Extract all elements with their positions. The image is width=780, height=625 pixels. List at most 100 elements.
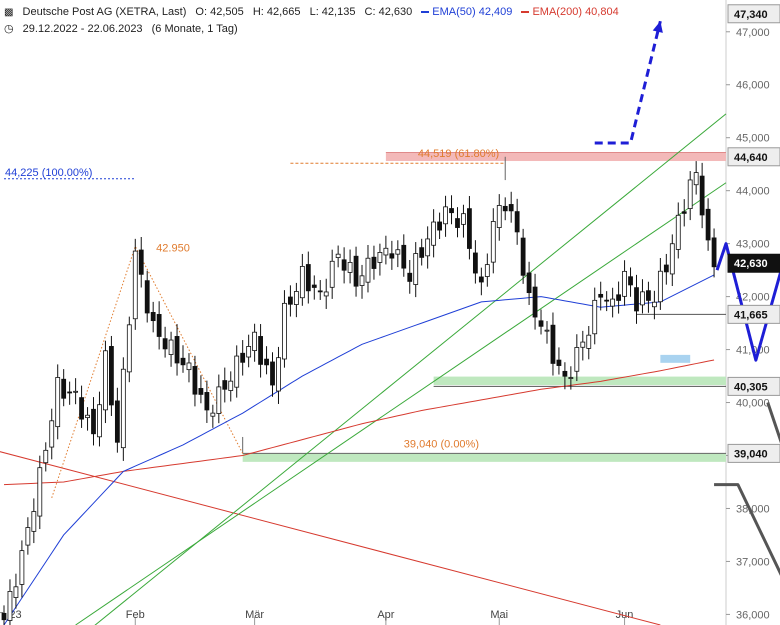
candle-body (562, 370, 568, 377)
y-tick-label: 42,000 (736, 292, 770, 304)
candle-body (180, 357, 186, 366)
high-value: H: 42,665 (252, 6, 301, 18)
candle-body (73, 390, 79, 393)
candle-body (120, 368, 126, 449)
candle-body (663, 264, 669, 273)
candle-body (311, 284, 317, 288)
candle-body (484, 264, 490, 277)
fib-0-label: 39,040 (0.00%) (404, 438, 479, 450)
clock-icon: ◷ (4, 23, 14, 35)
fib-100-label: 44,225 (100.00%) (5, 167, 92, 179)
x-tick-label: Apr (377, 609, 394, 621)
candle-body (198, 388, 204, 395)
candle-body (204, 392, 210, 411)
candle-body (293, 291, 299, 305)
candle-body (592, 299, 598, 335)
candle-body (1, 612, 7, 621)
candle-body (383, 247, 389, 256)
candle-body (586, 334, 592, 349)
candle-body (210, 412, 216, 417)
candle-body (138, 249, 144, 275)
level-box (727, 147, 780, 167)
candle-body (240, 352, 246, 363)
ema200-legend: EMA(200) 40,804 (521, 6, 619, 18)
level-box (727, 304, 780, 324)
candle-body (288, 296, 293, 305)
y-tick-label: 43,000 (736, 239, 770, 251)
level-box-label: 41,665 (734, 309, 768, 321)
candles (1, 161, 717, 625)
support-zone-upper (433, 376, 726, 386)
candle-body (467, 208, 472, 249)
candle-body (568, 377, 574, 379)
x-tick-label: Jun (616, 609, 634, 621)
candle-body (604, 299, 610, 302)
bearish-target-arrow (714, 483, 780, 576)
candle-body (449, 208, 454, 214)
candle-body (622, 270, 627, 297)
candle-body (67, 391, 73, 394)
level-box-label: 44,640 (734, 152, 768, 164)
candle-body (687, 179, 693, 210)
level-box-label: 40,305 (734, 381, 768, 393)
open-value: O: 42,505 (195, 6, 244, 18)
ema200-line (3, 359, 715, 486)
candle-body (472, 252, 478, 274)
candle-body (144, 280, 150, 314)
candle-body (669, 243, 675, 275)
candle-body (228, 380, 234, 391)
candle-body (258, 336, 263, 365)
candle-body (550, 324, 556, 364)
candle-body (150, 312, 156, 322)
candle-body (13, 586, 19, 598)
candle-body (544, 329, 550, 332)
candle-body (389, 253, 395, 259)
candle-body (335, 253, 341, 259)
candle-body (103, 350, 108, 411)
candle-body (371, 256, 377, 269)
candle-body (174, 336, 180, 364)
level-box (727, 443, 780, 463)
candle-body (419, 247, 425, 258)
level-box (727, 376, 780, 396)
candle-body (192, 366, 198, 395)
candle-body (699, 175, 705, 216)
candle-body (520, 237, 526, 276)
candle-body (329, 260, 335, 288)
candle-body (425, 238, 431, 257)
candle-body (85, 414, 90, 419)
period-label: (6 Monate, 1 Tag) (151, 23, 238, 35)
candle-body (514, 211, 520, 233)
y-tick-label: 40,000 (736, 398, 770, 410)
candle-body (132, 250, 138, 320)
candle-body (299, 266, 305, 299)
candle-body (616, 294, 621, 301)
candle-body (317, 290, 323, 293)
candle-body (323, 291, 329, 297)
x-tick-label: Mai (490, 609, 508, 621)
x-tick-label: Feb (126, 609, 145, 621)
candle-body (640, 291, 645, 306)
candle-body (556, 359, 562, 366)
candle-body (651, 301, 657, 308)
level-box-label: 47,340 (734, 9, 768, 21)
candle-body (377, 252, 383, 263)
candle-body (365, 257, 371, 283)
fib-618-label: 44,519 (61.80%) (418, 148, 499, 160)
date-range: 29.12.2022 - 22.06.2023 (22, 23, 143, 35)
candle-body (347, 262, 353, 273)
candle-body (574, 347, 580, 372)
chart-subheader: ◷ 29.12.2022 - 22.06.2023 (6 Monate, 1 T… (4, 22, 244, 35)
candle-body (252, 331, 258, 351)
candle-body (276, 357, 281, 392)
y-tick-label: 47,000 (736, 27, 770, 39)
ema50-legend: EMA(50) 42,409 (421, 6, 512, 18)
candle-body (461, 213, 466, 225)
candle-body (222, 380, 228, 390)
candle-body (437, 221, 442, 231)
level-box (727, 4, 780, 24)
candle-body (126, 324, 132, 373)
green-trendline-lower (75, 182, 727, 625)
y-tick-label: 45,000 (736, 133, 770, 145)
